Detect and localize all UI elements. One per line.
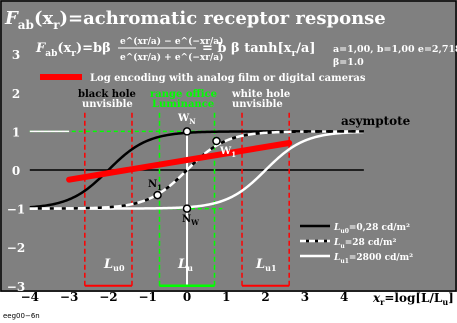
point-NW — [182, 204, 192, 213]
x-tick-4: 0 — [183, 290, 191, 304]
legend-item-1: Lu=28 cd/m² — [333, 238, 396, 250]
point-N1 — [153, 190, 162, 200]
y-tick-5: 2 — [12, 87, 20, 101]
x-tick-5: 1 — [222, 290, 230, 304]
range-office-label: range office — [150, 89, 217, 100]
y-tick-2: −1 — [7, 203, 25, 217]
black-hole-label: black hole — [78, 89, 136, 100]
point-WN — [182, 127, 192, 136]
plot-area — [29, 112, 364, 288]
x-tick-1: −3 — [60, 290, 78, 304]
x-tick-2: −2 — [99, 290, 117, 304]
x-tick-labels: −4 −3 −2 −1 0 1 2 3 4 — [21, 290, 349, 304]
x-tick-3: −1 — [138, 290, 156, 304]
point-W1 — [212, 136, 221, 146]
formula: Fab(xr)=bβ e^(xr/a) − e^(−xr/a) e^(xr/a)… — [35, 36, 316, 63]
red-legend-label: Log encoding with analog film or digital… — [90, 73, 366, 84]
y-tick-1: −2 — [7, 241, 25, 255]
formula-lhs: Fab(xr)=bβ — [35, 41, 111, 59]
white-hole-label: white hole — [231, 89, 290, 100]
legend-item-2: Lu1=2800 cd/m² — [333, 253, 413, 265]
label-N1: N1 — [148, 179, 162, 192]
label-Lu0: Lu0 — [103, 257, 125, 273]
formula-rhs: = b β tanh[xr/a] — [202, 41, 316, 59]
label-Lu: Lu — [177, 257, 193, 273]
black-hole-unvisible: unvisible — [82, 99, 133, 110]
y-tick-labels: −3 −2 −1 0 1 2 3 — [7, 48, 25, 294]
legend-item-0: Lu0=0,28 cd/m² — [333, 223, 410, 235]
range-office-luminance: Luminance — [152, 99, 214, 110]
x-tick-0: −4 — [21, 290, 39, 304]
series-red-log-line — [66, 139, 293, 183]
label-W1: W1 — [219, 146, 236, 159]
formula-denominator: e^(xr/a) + e^(−xr/a) — [120, 52, 223, 63]
label-NW: NW — [182, 214, 199, 227]
plot-background — [0, 0, 457, 292]
plot-frame — [0, 0, 457, 292]
x-tick-8: 4 — [340, 290, 348, 304]
formula-numerator: e^(xr/a) − e^(−xr/a) — [120, 36, 223, 47]
params-line2: β=1.0 — [333, 57, 364, 68]
x-tick-7: 3 — [301, 290, 309, 304]
x-tick-6: 2 — [261, 290, 269, 304]
footer-code: eeg00−6n — [3, 312, 40, 320]
label-WN: WN — [177, 113, 196, 126]
y-tick-6: 3 — [12, 48, 20, 62]
x-axis-label: xr=log[L/Lu] — [372, 291, 454, 307]
params-line1: a=1,00, b=1,00 e=2,7182 — [333, 44, 457, 55]
label-Lu1: Lu1 — [255, 257, 277, 273]
chart-title: Fab(xr)=achromatic receptor response — [4, 8, 386, 32]
white-hole-unvisible: unvisible — [232, 99, 283, 110]
y-tick-4: 1 — [12, 125, 20, 139]
asymptote-label: asymptote — [341, 114, 411, 128]
y-tick-0: −3 — [7, 280, 25, 294]
series-legend: Lu0=0,28 cd/m² Lu=28 cd/m² Lu1=2800 cd/m… — [300, 223, 413, 265]
y-tick-3: 0 — [12, 164, 20, 178]
